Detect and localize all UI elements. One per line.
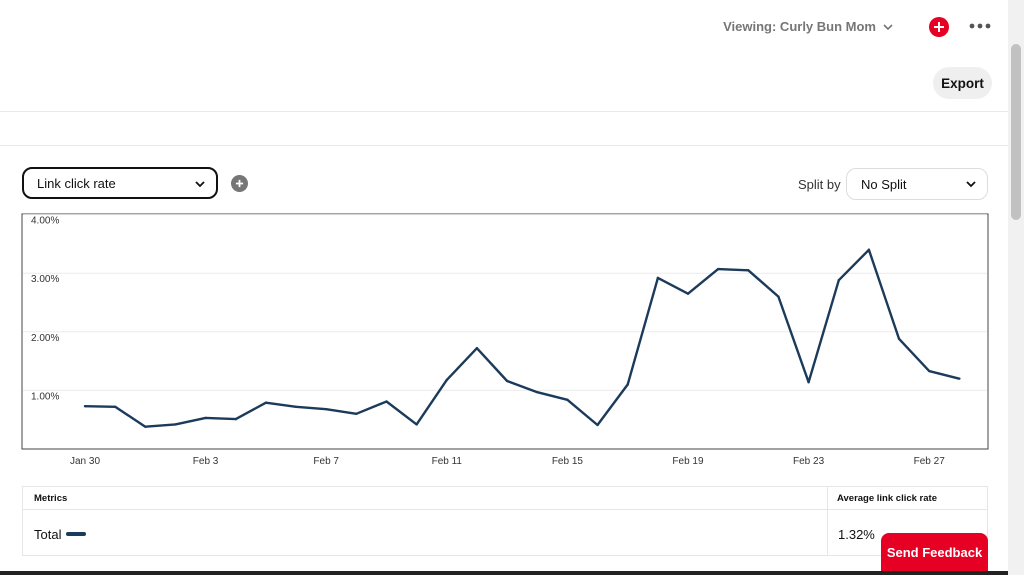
metric-dropdown-value: Link click rate (37, 175, 116, 191)
x-tick-label: Feb 7 (313, 456, 339, 467)
data-point (928, 369, 931, 373)
total-value: 1.32% (838, 527, 875, 542)
account-switcher[interactable]: Viewing: Curly Bun Mom (723, 19, 894, 34)
data-point (475, 347, 479, 350)
chevron-down-icon (195, 181, 205, 188)
data-point (566, 398, 569, 401)
y-tick-label: 4.00% (31, 216, 59, 227)
series-line (84, 248, 960, 428)
table-divider-vertical (827, 487, 828, 555)
x-tick-label: Feb 19 (672, 456, 704, 467)
top-bar: Viewing: Curly Bun Mom (0, 0, 1008, 56)
metrics-table: Metrics Average link click rate Total 1.… (22, 486, 988, 556)
x-tick-label: Feb 15 (552, 456, 584, 467)
split-dropdown[interactable]: No Split (846, 168, 988, 200)
ellipsis-icon (969, 23, 991, 29)
data-point (174, 423, 177, 426)
data-point (385, 400, 388, 403)
create-button[interactable] (929, 17, 949, 37)
chevron-down-icon (966, 181, 976, 188)
viewing-label: Viewing: Curly Bun Mom (723, 19, 876, 34)
x-tick-label: Feb 27 (914, 456, 946, 467)
x-tick-label: Feb 23 (793, 456, 825, 467)
data-point (144, 425, 147, 428)
filter-band (0, 111, 1008, 146)
scrollbar-thumb[interactable] (1011, 44, 1021, 220)
export-button[interactable]: Export (933, 67, 992, 99)
add-metric-button[interactable] (231, 175, 248, 192)
data-point (234, 417, 237, 421)
data-point (325, 407, 328, 411)
data-point (113, 405, 117, 409)
data-point (505, 379, 509, 383)
metric-dropdown[interactable]: Link click rate (22, 167, 218, 199)
page-bottom-edge (0, 571, 1008, 575)
data-point (264, 401, 268, 404)
series-swatch (66, 532, 86, 536)
data-point (445, 378, 448, 382)
x-tick-label: Feb 3 (193, 456, 219, 467)
data-point (807, 380, 810, 384)
split-dropdown-value: No Split (861, 176, 907, 192)
plus-icon (235, 179, 244, 188)
data-point (536, 390, 539, 394)
data-point (294, 405, 298, 409)
data-point (204, 416, 207, 420)
split-by-label: Split by (798, 177, 841, 192)
plus-icon (934, 22, 944, 32)
data-point (837, 279, 840, 282)
data-point (83, 405, 87, 408)
data-point (897, 337, 901, 341)
chevron-down-icon (883, 23, 893, 30)
data-point (626, 383, 629, 386)
data-point (656, 276, 660, 280)
x-tick-label: Jan 30 (70, 456, 100, 467)
metrics-header: Metrics (34, 493, 68, 504)
more-options-button[interactable] (968, 16, 992, 36)
data-point (686, 292, 690, 295)
y-tick-label: 1.00% (31, 391, 59, 402)
data-point (747, 269, 750, 272)
average-header: Average link click rate (837, 493, 937, 504)
data-point (596, 423, 599, 427)
line-chart: 1.00% 2.00% 3.00% 4.00% Jan 30 Feb 3 Feb 7 Feb… (21, 213, 989, 467)
data-point (867, 248, 871, 251)
y-tick-label: 2.00% (31, 333, 59, 344)
data-point (716, 267, 720, 271)
y-tick-label: 3.00% (31, 274, 59, 285)
data-point (777, 295, 780, 298)
table-divider (23, 509, 987, 510)
data-point (958, 377, 961, 380)
total-label: Total (34, 527, 62, 542)
data-point (415, 423, 418, 426)
data-point (355, 412, 358, 416)
send-feedback-button[interactable]: Send Feedback (881, 533, 988, 572)
x-tick-label: Feb 11 (432, 456, 463, 467)
